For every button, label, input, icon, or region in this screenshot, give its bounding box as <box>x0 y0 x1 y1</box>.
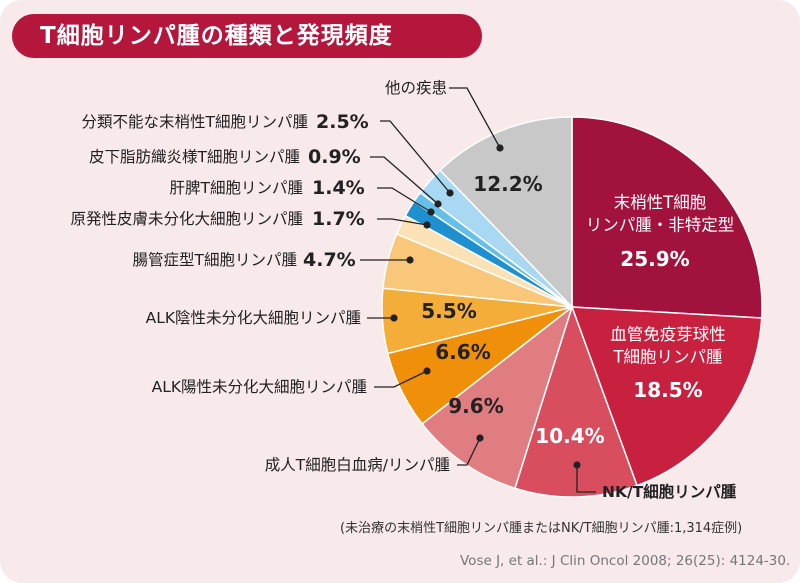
callout-dot <box>390 314 398 322</box>
callout-line <box>377 218 428 226</box>
pie-slice <box>571 116 763 319</box>
slice-value-label: 10.4% <box>535 424 604 448</box>
callout-line <box>377 187 432 213</box>
callout-dot <box>406 256 414 264</box>
callout-line <box>370 156 439 205</box>
slice-value-label: 1.7% <box>312 208 365 230</box>
slice-category-label: 肝脾T細胞リンパ腫 <box>170 179 303 197</box>
slice-category-label: ALK陽性未分化大細胞リンパ腫 <box>152 378 367 396</box>
slice-value-label: 6.6% <box>435 340 490 364</box>
callout-dot <box>423 221 431 229</box>
callout-line <box>374 370 428 388</box>
footnote: (未治療の末梢性T細胞リンパ腫またはNK/T細胞リンパ腫:1,314症例) <box>340 521 743 536</box>
slice-category-label: 腸管症型T細胞リンパ腫 <box>133 251 297 269</box>
pie-slice <box>421 304 574 490</box>
slice-value-label: 5.5% <box>421 299 476 323</box>
slice-value-label: 9.6% <box>448 394 503 418</box>
slice-value-label: 0.9% <box>308 146 361 168</box>
slice-category-label: 皮下脂肪織炎様T細胞リンパ腫 <box>89 148 300 166</box>
callout-dot <box>476 434 484 442</box>
slice-category-label: ALK陰性未分化大細胞リンパ腫 <box>146 309 361 327</box>
pie-slice <box>439 116 573 309</box>
slice-category-label: 成人T細胞白血病/リンパ腫 <box>265 456 450 474</box>
source-citation: Vose J, et al.: J Clin Oncol 2008; 26(25… <box>460 553 791 569</box>
callout-line <box>576 465 596 493</box>
slice-category-label: 分類不能な末梢性T細胞リンパ腫 <box>82 113 308 131</box>
callout-dot <box>496 144 504 152</box>
callout-dot <box>446 189 454 197</box>
slice-value-label: 2.5% <box>316 111 369 133</box>
callout-dot <box>573 461 581 469</box>
callout-dot <box>423 367 431 375</box>
slice-value-label: 12.2% <box>473 172 542 196</box>
slice-value-label: 4.7% <box>303 249 356 271</box>
slice-category-label: 他の疾患 <box>385 79 447 97</box>
pie-slice <box>513 304 638 498</box>
callout-dot <box>434 200 442 208</box>
slice-value-label: 25.9% <box>620 247 689 271</box>
callout-line <box>380 120 451 194</box>
callout-line <box>449 87 501 149</box>
slice-value-label: 1.4% <box>312 177 365 199</box>
callout-dot <box>427 208 435 216</box>
slice-category-label: 原発性皮膚未分化大細胞リンパ腫 <box>70 210 303 228</box>
callout-line <box>457 437 481 466</box>
chart-title: T細胞リンパ腫の種類と発現頻度 <box>12 14 482 58</box>
slice-value-label: 18.5% <box>633 378 702 402</box>
slice-label-text: 血管免疫芽球性 T細胞リンパ腫 <box>610 325 726 366</box>
slice-label-text: 末梢性T細胞リンパ腫・非特定型 <box>586 193 735 234</box>
slice-category-label: NK/T細胞リンパ腫 <box>602 482 737 501</box>
pie-slice <box>570 306 763 487</box>
